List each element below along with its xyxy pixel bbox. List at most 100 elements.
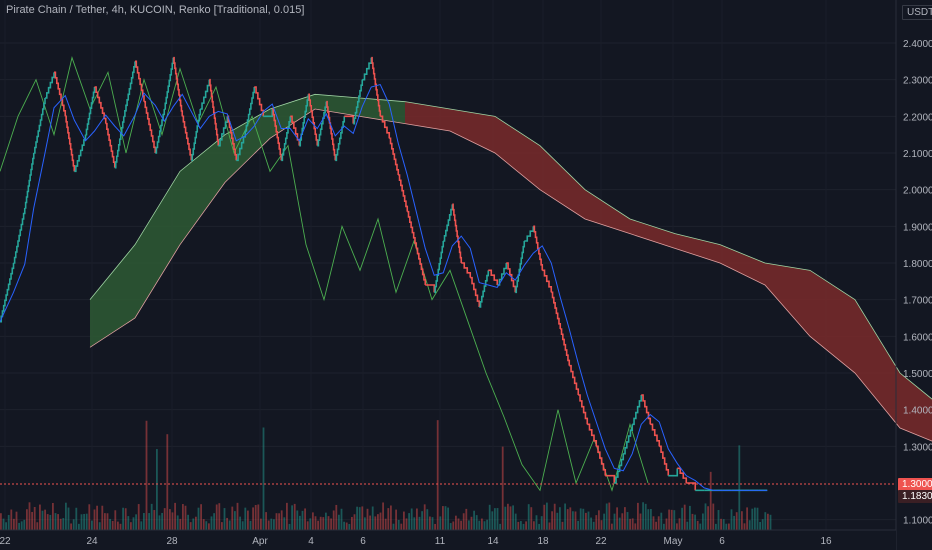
volume-bar xyxy=(234,511,236,530)
x-tick-label: 6 xyxy=(360,536,366,547)
volume-bar xyxy=(179,518,182,530)
renko-down-segment xyxy=(380,115,391,139)
renko-down-segment xyxy=(551,291,562,330)
volume-bar xyxy=(247,510,249,530)
volume-bar xyxy=(353,514,356,530)
volume-bar xyxy=(741,511,743,530)
volume-bar xyxy=(101,505,104,530)
renko-up-segment xyxy=(164,57,175,110)
volume-bar xyxy=(512,505,514,530)
volume-bar xyxy=(452,521,455,530)
renko-up-segment xyxy=(443,204,454,242)
volume-bar xyxy=(543,504,546,530)
volume-bar xyxy=(696,520,699,530)
renko-down-segment xyxy=(398,174,409,212)
time-axis-bg xyxy=(0,530,896,550)
volume-bar xyxy=(49,514,52,530)
volume-bar xyxy=(465,508,468,530)
volume-bar xyxy=(538,523,540,530)
y-tick-label: 1.4000 xyxy=(903,406,932,417)
volume-bar xyxy=(106,513,109,530)
volume-bar xyxy=(717,510,720,530)
volume-bar xyxy=(691,513,694,530)
renko-down-segment xyxy=(533,225,544,271)
volume-bar xyxy=(377,514,379,530)
volume-bar xyxy=(540,516,543,530)
volume-bar xyxy=(148,513,150,530)
volume-bar xyxy=(642,502,644,530)
price-axis[interactable]: 2.4000 2.3000 2.2000 2.1000 2.0000 1.9000 1.80… xyxy=(895,0,932,550)
volume-bar xyxy=(143,513,145,530)
volume-bar xyxy=(156,449,158,530)
volume-bar xyxy=(748,520,751,530)
volume-bar xyxy=(733,515,735,530)
renko-down-segment xyxy=(605,474,616,484)
renko-up-segment xyxy=(515,241,526,294)
renko-down-segment xyxy=(596,445,607,476)
x-tick-label: 22 xyxy=(0,536,11,547)
volume-bar xyxy=(117,521,119,530)
volume-bar xyxy=(356,506,358,530)
volume-bar xyxy=(444,506,447,530)
cloud-segment xyxy=(630,219,675,249)
cloud-segment xyxy=(540,145,585,220)
volume-bar xyxy=(491,511,494,530)
renko-up-segment xyxy=(123,61,136,118)
volume-bar xyxy=(670,509,673,530)
volume-bar xyxy=(439,516,442,530)
volume-bar xyxy=(400,523,403,530)
volume-bar xyxy=(283,517,286,530)
volume-bar xyxy=(673,510,676,530)
y-tick-label: 1.1000 xyxy=(903,516,932,527)
volume-bar xyxy=(689,505,691,530)
volume-bar xyxy=(483,521,486,530)
volume-bar xyxy=(41,510,44,530)
volume-bar xyxy=(769,514,772,530)
volume-bar xyxy=(702,513,704,530)
volume-bar xyxy=(299,515,301,530)
volume-bar xyxy=(738,445,741,530)
volume-bar xyxy=(413,517,416,530)
renko-up-segment xyxy=(434,241,445,294)
volume-bar xyxy=(182,504,184,530)
volume-bar xyxy=(325,512,327,530)
cloud-segment xyxy=(135,171,180,319)
y-tick-label: 1.8000 xyxy=(903,259,932,270)
volume-bar xyxy=(431,517,434,530)
renko-up-segment xyxy=(74,134,87,173)
x-tick-label: 14 xyxy=(487,536,499,547)
renko-down-segment xyxy=(470,276,481,308)
volume-bar xyxy=(364,517,366,530)
volume-bar xyxy=(436,420,439,530)
volume-bar xyxy=(210,516,213,530)
renko-down-segment xyxy=(173,56,184,117)
volume-bar xyxy=(603,513,605,530)
volume-bar xyxy=(23,519,26,530)
volume-bar xyxy=(15,511,18,530)
volume-bar xyxy=(340,508,343,530)
volume-bar xyxy=(681,507,683,530)
renko-down-segment xyxy=(209,78,220,146)
volume-bar xyxy=(54,513,57,530)
cloud-segment xyxy=(855,299,900,429)
volume-bar xyxy=(275,513,278,530)
volume-bar xyxy=(530,507,533,530)
renko-down-segment xyxy=(452,203,463,264)
currency-badge[interactable]: USDT xyxy=(902,5,932,20)
volume-bar xyxy=(26,509,28,530)
renko-down-segment xyxy=(542,269,553,293)
volume-bar xyxy=(598,510,600,530)
volume-bar xyxy=(361,506,364,530)
volume-bar xyxy=(683,504,686,530)
volume-bar xyxy=(254,504,257,530)
volume-bar xyxy=(715,523,717,530)
volume-bar xyxy=(468,520,470,530)
renko-down-segment xyxy=(135,60,145,102)
volume-bar xyxy=(192,518,195,530)
volume-bar xyxy=(31,511,33,530)
volume-bar xyxy=(122,507,124,530)
time-axis[interactable]: 22 24 28 Apr 4 6 11 14 18 22 May 6 16 xyxy=(0,529,896,550)
volume-bar xyxy=(13,518,15,530)
volume-bar xyxy=(564,503,566,530)
